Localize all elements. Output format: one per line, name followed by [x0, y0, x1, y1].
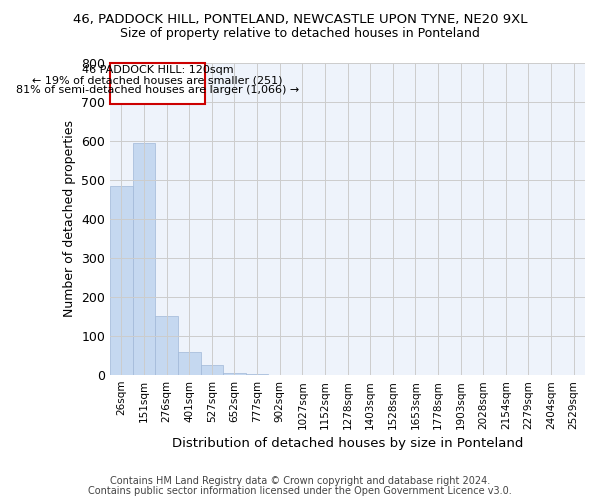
Bar — [133, 143, 155, 375]
Bar — [246, 374, 268, 375]
Bar — [178, 352, 200, 375]
Bar — [200, 366, 223, 375]
Bar — [110, 186, 133, 375]
Y-axis label: Number of detached properties: Number of detached properties — [63, 120, 76, 318]
Bar — [155, 316, 178, 375]
Text: 81% of semi-detached houses are larger (1,066) →: 81% of semi-detached houses are larger (… — [16, 85, 299, 95]
Text: Size of property relative to detached houses in Ponteland: Size of property relative to detached ho… — [120, 28, 480, 40]
Text: ← 19% of detached houses are smaller (251): ← 19% of detached houses are smaller (25… — [32, 75, 283, 85]
FancyBboxPatch shape — [110, 62, 205, 104]
Bar — [223, 373, 246, 375]
Text: 46 PADDOCK HILL: 120sqm: 46 PADDOCK HILL: 120sqm — [82, 65, 233, 75]
Text: Contains public sector information licensed under the Open Government Licence v3: Contains public sector information licen… — [88, 486, 512, 496]
X-axis label: Distribution of detached houses by size in Ponteland: Distribution of detached houses by size … — [172, 437, 523, 450]
Text: 46, PADDOCK HILL, PONTELAND, NEWCASTLE UPON TYNE, NE20 9XL: 46, PADDOCK HILL, PONTELAND, NEWCASTLE U… — [73, 12, 527, 26]
Text: Contains HM Land Registry data © Crown copyright and database right 2024.: Contains HM Land Registry data © Crown c… — [110, 476, 490, 486]
